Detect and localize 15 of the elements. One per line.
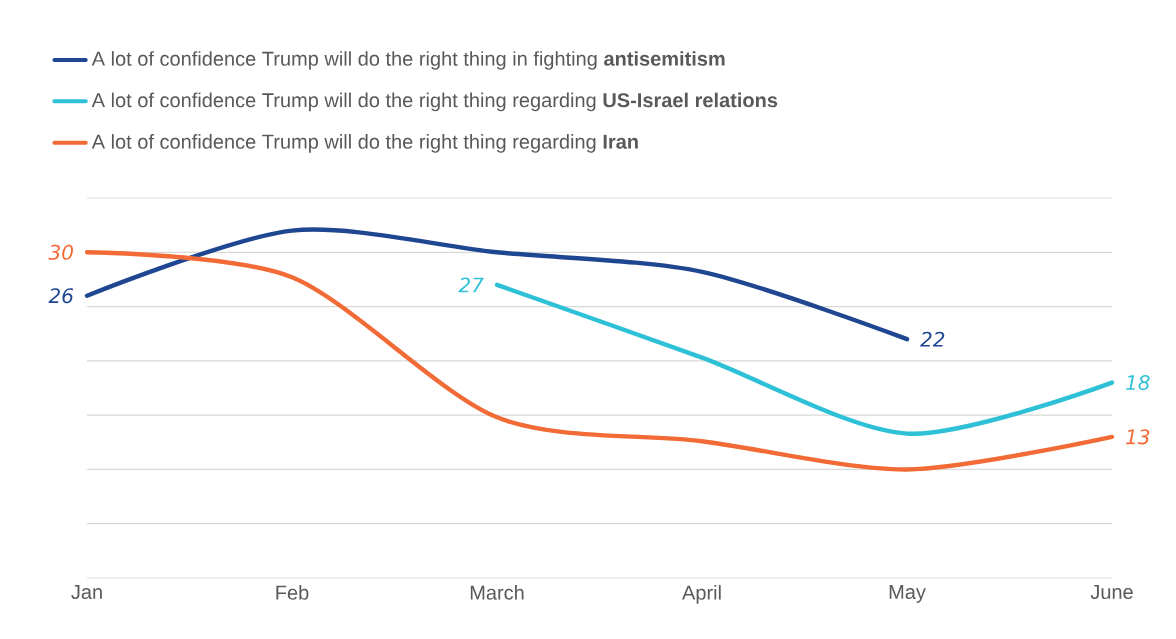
legend-label: A lot of confidence Trump will do the right thing regarding Iran <box>91 134 638 153</box>
data-label: 27 <box>458 277 484 293</box>
data-label: 18 <box>1126 374 1150 391</box>
legend-label: A lot of confidence Trump will do the right thing in fighting antisemitism <box>91 51 725 70</box>
x-tick-label: May <box>889 585 926 603</box>
x-tick-label: April <box>682 585 721 604</box>
data-label: 26 <box>48 288 74 304</box>
legend-label: A lot of confidence Trump will do the right thing regarding US-Israel relations <box>91 92 778 112</box>
x-tick-label: Jan <box>71 585 102 600</box>
data-label: 13 <box>1126 429 1150 445</box>
x-tick-label: Feb <box>276 585 309 600</box>
data-label: 30 <box>48 244 73 260</box>
x-tick-label: June <box>1090 585 1133 600</box>
x-tick-label: March <box>470 585 524 600</box>
data-label: 22 <box>920 331 945 347</box>
